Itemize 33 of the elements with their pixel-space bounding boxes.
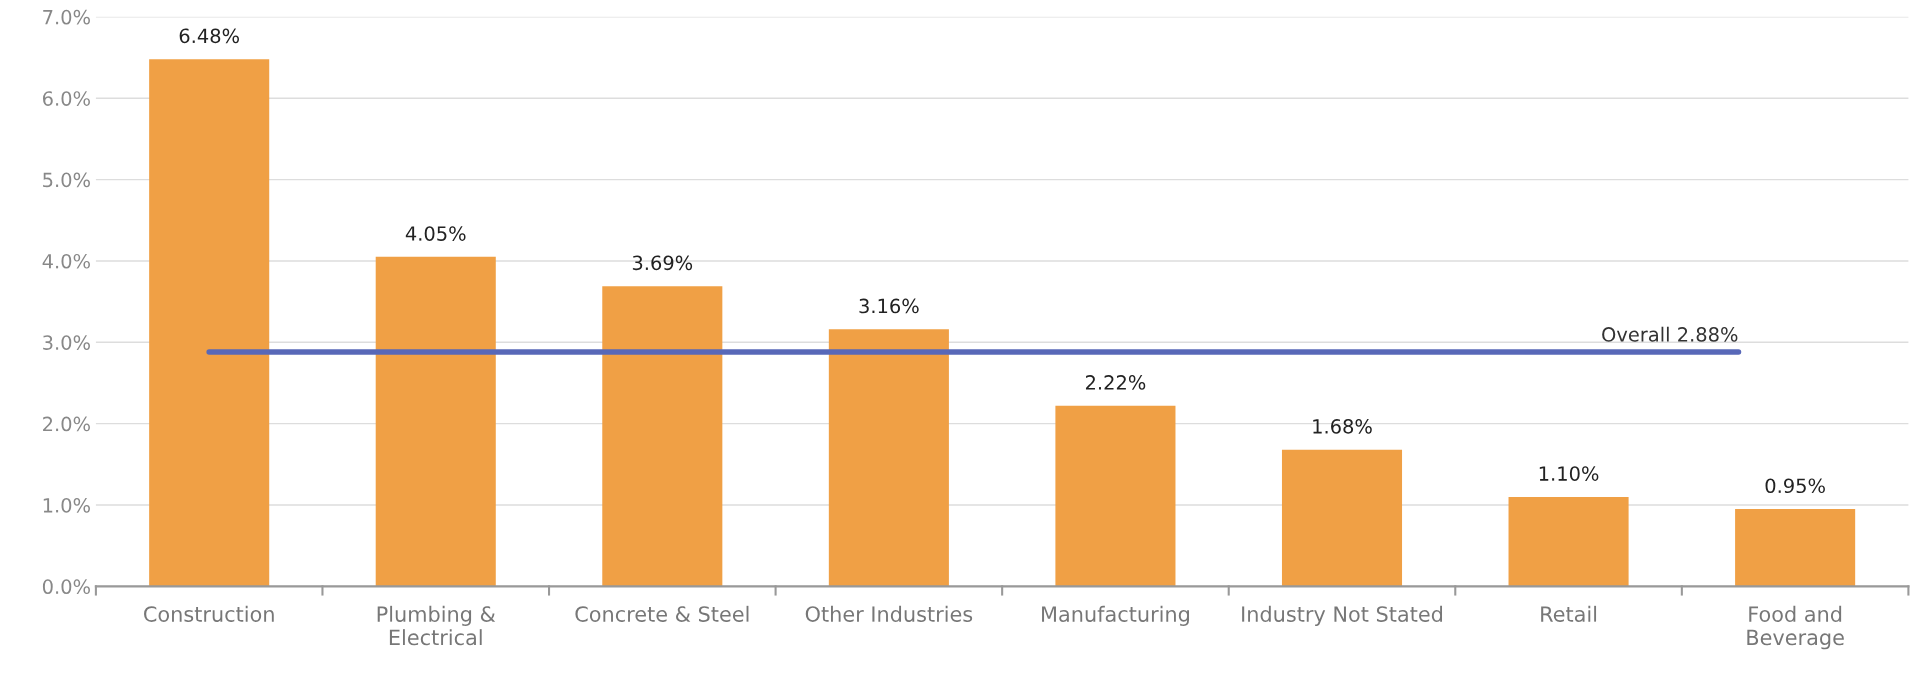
x-tick-label: Construction [144,605,274,622]
x-tick-label: Plumbing & Electrical [377,605,496,646]
x-tick-label: Industry Not Stated [1242,605,1443,626]
x-tick-label: Manufacturing [1042,605,1189,626]
bar [828,329,949,587]
ref-line-label: Overall 2.88% [1602,326,1738,342]
data-label: 3.69% [632,255,693,271]
y-tick-label: 2.0% [43,416,90,432]
y-tick-label: 1.0% [43,497,90,513]
data-label: 6.48% [179,28,239,44]
data-label: 1.10% [1539,466,1599,481]
x-tick-label: Food and Beverage [1747,605,1844,650]
y-tick-label: 4.0% [42,253,90,269]
y-tick-label: 0.0% [42,579,90,595]
data-label: 1.68% [1313,419,1372,434]
bar [1055,405,1176,587]
bar [149,59,270,587]
bar [375,256,496,587]
data-label: 4.05% [405,226,466,241]
x-tick-label: Other Industries [805,605,973,622]
data-label: 0.95% [1765,478,1825,494]
bar [602,286,723,587]
data-label: 3.16% [859,298,919,314]
bar [1281,449,1403,587]
y-tick-label: 6.0% [43,91,90,106]
x-tick-label: Retail [1541,605,1597,622]
bar [1508,496,1629,587]
data-label: 2.22% [1085,375,1146,390]
y-tick-label: 5.0% [43,172,90,188]
bar [1735,509,1856,587]
x-tick-label: Concrete & Steel [575,605,749,622]
y-tick-label: 7.0% [43,9,90,25]
y-tick-label: 3.0% [43,335,90,350]
